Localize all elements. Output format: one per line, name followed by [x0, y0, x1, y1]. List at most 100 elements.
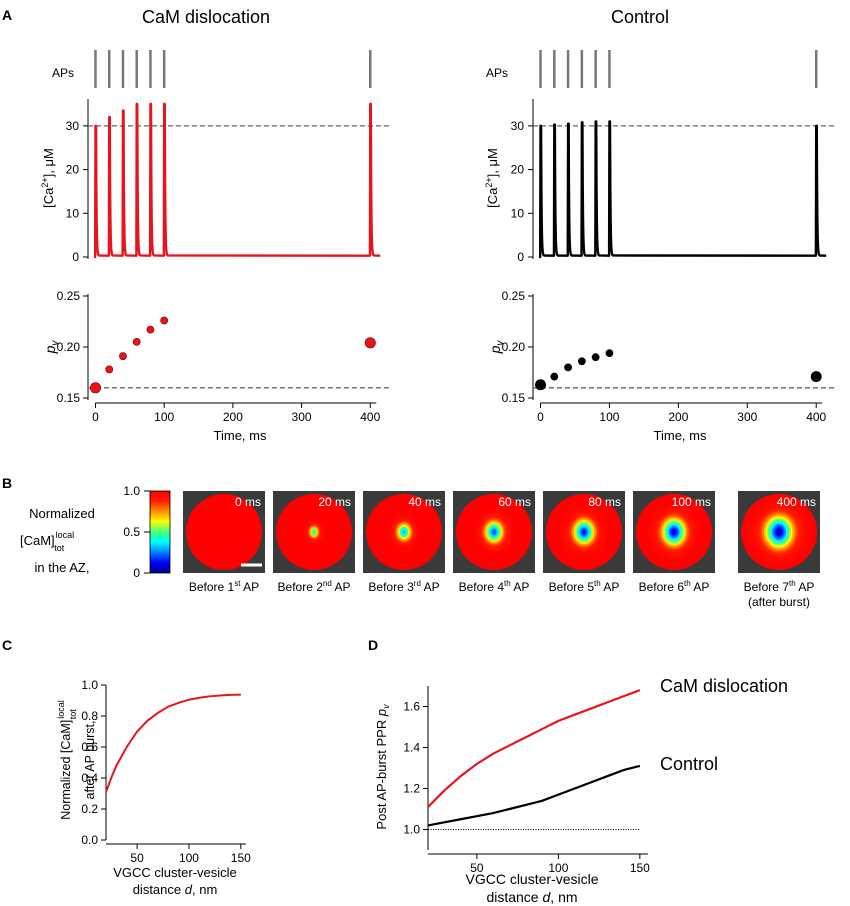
heatmap-frame-2: 40 ms Before 3rd AP [363, 491, 445, 594]
c-xtick-label-2: 150 [231, 851, 251, 865]
heatmap-frame-4: 80 ms Before 5th AP [543, 491, 625, 594]
pv-point-5 [160, 316, 169, 325]
pv-xtick-label-2: 200 [668, 410, 688, 424]
pv-point-1 [105, 365, 114, 374]
ca-ytick-label-0: 0 [517, 250, 524, 264]
heatmap-time-label: 100 ms [672, 495, 711, 509]
pv-point-2 [119, 352, 127, 361]
pv-xtick-label-4: 400 [360, 410, 380, 424]
pv-xlabel-cam: Time, ms [214, 428, 267, 443]
pv-xtick-label-2: 200 [223, 410, 243, 424]
heatmap-time-label: 400 ms [777, 495, 816, 509]
aps-label-cam: APs [52, 66, 74, 80]
pv-ytick-label-1: 0.20 [502, 340, 526, 354]
ca-ytick-label-0: 0 [72, 250, 79, 264]
c-ylabel-line1: Normalized [CaM]local tot [56, 700, 78, 820]
ap-raster-control: APs [486, 50, 818, 88]
colorbar-tick-label-1: 0.5 [123, 525, 140, 539]
c-xtick-label-1: 100 [179, 851, 199, 865]
pv-ytick-label-0: 0.15 [57, 391, 81, 405]
pv-xtick-label-1: 100 [599, 410, 619, 424]
panel-label-a: A [2, 7, 12, 23]
ca-trace-chart-control: [Ca2+], μM 0 10 20 30 [484, 99, 835, 264]
pv-xtick-label-3: 300 [292, 410, 312, 424]
c-ytick-label-5: 1.0 [81, 678, 98, 692]
c-ytick-label-2: 0.4 [81, 771, 98, 785]
heatmap-caption: Before 2nd AP [278, 579, 351, 594]
d-xtick-label-2: 150 [630, 861, 650, 875]
pv-xtick-label-1: 100 [154, 410, 174, 424]
pv-xtick-label-0: 0 [537, 410, 544, 424]
pv-point-1 [550, 372, 559, 381]
d-ytick-label-3: 1.6 [403, 700, 420, 714]
colorbar-tick-label-0: 0 [133, 566, 140, 580]
ap-raster-cam: APs [52, 50, 372, 88]
pv-ytick-label-2: 0.25 [57, 289, 81, 303]
legend-control: Control [660, 754, 718, 774]
pv-point-6 [810, 371, 822, 383]
ca-ytick-label-3: 30 [66, 119, 80, 133]
d-ylabel: Post AP-burst PPR pv [374, 704, 391, 830]
heatmap-ring-21 [222, 530, 226, 534]
heatmap-caption: Before 4th AP [459, 579, 530, 594]
heatmap-caption: Before 6th AP [639, 579, 710, 594]
ca-ytick-label-1: 10 [511, 206, 525, 220]
ca-ytick-label-1: 10 [66, 206, 80, 220]
heatmap-ylabel-line2: [CaM]local tot [20, 530, 74, 553]
pv-point-0 [535, 379, 547, 391]
ca-trace-chart-cam: [Ca2+], μM 0 10 20 30 [40, 99, 389, 264]
pv-point-3 [132, 337, 141, 346]
d-xtick-label-1: 100 [548, 861, 568, 875]
ca-ytick-label-3: 30 [511, 119, 525, 133]
heatmap-time-label: 0 ms [235, 495, 261, 509]
ca-ytick-label-2: 20 [66, 163, 80, 177]
d-ytick-label-1: 1.2 [403, 782, 420, 796]
ca-trace-line [538, 120, 827, 259]
c-xlabel-line1: VGCC cluster-vesicle [113, 865, 237, 880]
c-ylabel-line2: after AP burst, [83, 721, 97, 800]
title-control: Control [611, 7, 669, 27]
panel-label-d: D [368, 637, 378, 653]
d-series-line-1 [427, 764, 641, 827]
ca-ylabel-cam: [Ca2+], μM [40, 148, 56, 208]
panel-label-b: B [2, 475, 12, 491]
pv-chart-control: pv Time, ms 0.150.200.250 100 200 300 400 [487, 289, 835, 443]
heatmap-caption: Before 1st AP [189, 579, 259, 594]
pv-point-3 [577, 357, 586, 366]
d-xlabel-line1: VGCC cluster-vesicle [465, 871, 598, 887]
ca-ylabel-control: [Ca2+], μM [484, 148, 500, 208]
heatmap-ring-21 [312, 530, 316, 534]
colorbar [149, 490, 171, 574]
panel-label-c: C [2, 637, 12, 653]
heatmap-ylabel-line1: Normalized [29, 506, 95, 521]
pv-xtick-label-0: 0 [92, 410, 99, 424]
d-xlabel-line2: distance d, nm [486, 889, 577, 905]
ca-ytick-label-2: 20 [511, 163, 525, 177]
heatmap-time-label: 40 ms [408, 495, 441, 509]
d-series-line-0 [427, 689, 641, 808]
ca-trace-line [93, 102, 381, 259]
pv-xtick-label-3: 300 [737, 410, 757, 424]
heatmap-caption: Before 5th AP [549, 579, 620, 594]
heatmap-frame-5: 100 ms Before 6th AP [633, 491, 715, 594]
heatmap-caption: Before 7th AP [744, 579, 815, 594]
d-xtick-label-0: 50 [470, 861, 484, 875]
d-ytick-label-2: 1.4 [403, 741, 420, 755]
pv-point-4 [146, 325, 155, 334]
c-ytick-label-4: 0.8 [81, 709, 98, 723]
heatmap-frame-1: 20 ms Before 2nd AP [273, 491, 355, 594]
colorbar-tick-label-2: 1.0 [123, 484, 140, 498]
c-ytick-label-0: 0.0 [81, 833, 98, 847]
legend-cam-dislocation: CaM dislocation [660, 676, 788, 696]
heatmap-ylabel-line3: in the AZ, [35, 560, 90, 575]
title-cam-dislocation: CaM dislocation [142, 7, 270, 27]
heatmap-frame-0: 0 ms Before 1st AP [183, 491, 265, 594]
heatmap-ring-21 [777, 530, 781, 534]
ppr-vs-distance-chart: Post AP-burst PPR pv VGCC cluster-vesicl… [374, 676, 788, 905]
heatmap-frame-3: 60 ms Before 4th AP [453, 491, 535, 594]
pv-point-6 [364, 337, 376, 349]
heatmap-caption-extra: (after burst) [748, 595, 810, 609]
heatmap-ring-21 [672, 530, 676, 534]
d-ytick-label-0: 1.0 [403, 823, 420, 837]
